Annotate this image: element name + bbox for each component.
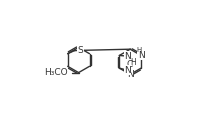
Text: H: H xyxy=(136,46,141,53)
Text: H₃CO: H₃CO xyxy=(44,68,67,77)
Text: S: S xyxy=(78,46,83,55)
Text: N: N xyxy=(138,51,145,60)
Text: N: N xyxy=(125,52,131,61)
Text: C: C xyxy=(127,60,133,69)
Text: N: N xyxy=(127,70,133,79)
Text: H: H xyxy=(130,58,136,67)
Text: N: N xyxy=(124,66,131,75)
